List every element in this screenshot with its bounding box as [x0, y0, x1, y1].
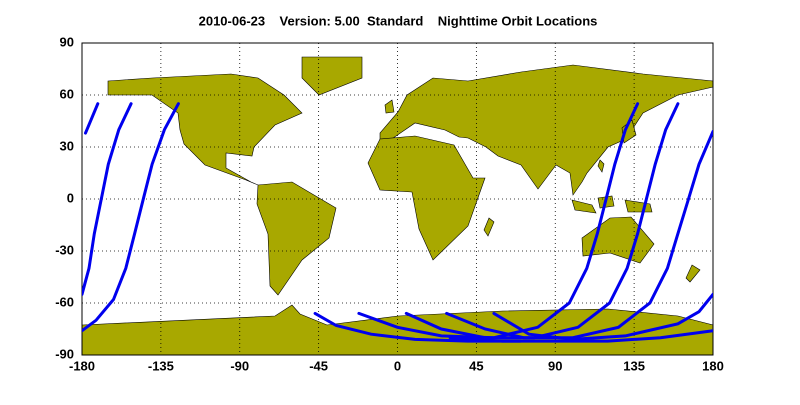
x-tick-label: 180 — [702, 358, 724, 373]
australia — [581, 216, 655, 264]
y-tick-label: 60 — [60, 86, 74, 101]
orbit-tracks — [82, 102, 713, 343]
map-title: 2010-06-23 Version: 5.00 Standard Nightt… — [199, 13, 598, 28]
orbit-track — [82, 102, 133, 296]
north-america — [107, 73, 303, 186]
orbit-track — [492, 292, 713, 341]
y-tick-label: -60 — [55, 294, 74, 309]
y-tick-label: 0 — [67, 190, 74, 205]
x-tick-label: -180 — [69, 358, 95, 373]
x-tick-label: 90 — [548, 358, 562, 373]
africa — [367, 135, 486, 261]
y-tick-label: -90 — [55, 346, 74, 361]
x-tick-label: -90 — [230, 358, 249, 373]
eurasia — [379, 64, 714, 196]
islands — [384, 99, 701, 283]
land-masses — [81, 56, 714, 356]
greenland — [301, 56, 363, 96]
orbit-track — [357, 102, 640, 340]
x-tick-label: -45 — [309, 358, 328, 373]
plot-frame — [81, 42, 714, 356]
orbit-track — [404, 102, 680, 340]
orbit-track — [82, 102, 180, 333]
y-tick-label: 90 — [60, 34, 74, 49]
x-tick-label: -135 — [148, 358, 174, 373]
y-tick-label: -30 — [55, 242, 74, 257]
x-tick-label: 0 — [394, 358, 401, 373]
y-tick-label: 30 — [60, 138, 74, 153]
orbit-track — [313, 311, 522, 343]
south-america — [256, 181, 337, 296]
x-tick-label: 135 — [623, 358, 645, 373]
x-tick-label: 45 — [469, 358, 483, 373]
